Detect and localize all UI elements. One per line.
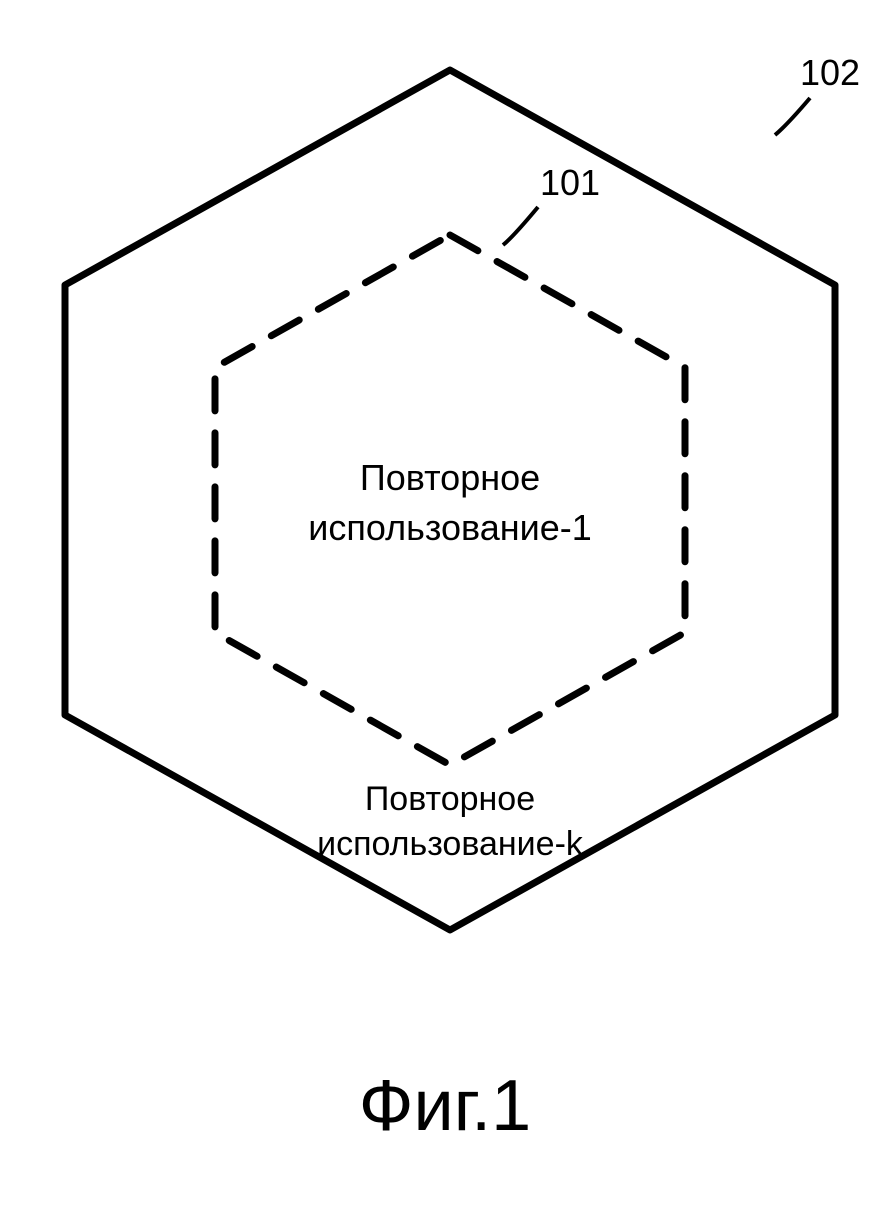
diagram-svg: 102 101 Повторное использование-1 Повтор… xyxy=(0,0,891,1207)
outer-text-line2: использование-k xyxy=(317,825,584,863)
label-101: 101 xyxy=(540,162,600,203)
inner-hexagon xyxy=(215,235,685,765)
leader-101 xyxy=(503,207,538,245)
diagram-container: 102 101 Повторное использование-1 Повтор… xyxy=(0,0,891,1207)
leader-102 xyxy=(775,98,810,135)
figure-caption: Фиг.1 xyxy=(359,1066,531,1146)
inner-text-line2: использование-1 xyxy=(308,507,591,548)
label-102: 102 xyxy=(800,52,860,93)
outer-text-line1: Повторное xyxy=(365,780,535,818)
inner-text-line1: Повторное xyxy=(360,457,540,498)
